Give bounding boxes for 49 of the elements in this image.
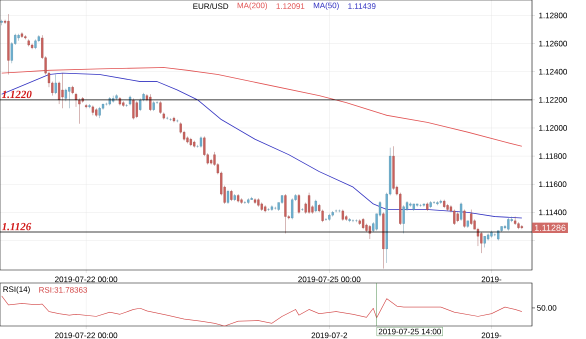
candlestick	[230, 190, 233, 202]
candlestick	[54, 74, 57, 94]
ref-line-label: 1.1220	[2, 90, 32, 98]
candlestick	[321, 209, 324, 222]
candlestick	[61, 72, 64, 108]
candlestick	[136, 101, 138, 118]
candlestick	[68, 86, 70, 108]
line-series	[1, 67, 522, 147]
candlestick	[92, 105, 94, 116]
candlestick	[226, 190, 230, 204]
candlestick	[284, 194, 287, 234]
candlestick	[291, 198, 294, 220]
candlestick	[149, 94, 152, 112]
candlestick	[484, 236, 486, 248]
candlestick	[298, 194, 300, 214]
candlestick	[368, 224, 372, 240]
candlestick	[456, 212, 459, 222]
candlestick	[436, 200, 439, 206]
candlestick	[244, 200, 246, 204]
candlestick	[338, 209, 341, 213]
candlestick	[402, 205, 405, 234]
candlestick	[132, 98, 135, 120]
candlestick	[463, 209, 466, 228]
line-series	[1, 72, 522, 218]
candlestick	[308, 192, 310, 214]
candlestick	[267, 208, 270, 212]
candlestick	[342, 209, 344, 221]
candlestick	[507, 218, 510, 231]
candlestick	[88, 104, 91, 108]
candlestick	[34, 39, 37, 50]
candlestick	[98, 106, 101, 118]
candlestick	[105, 102, 108, 106]
candlestick	[460, 202, 462, 221]
candlestick	[314, 199, 317, 213]
candlestick	[453, 209, 456, 226]
ref-line-label: 1.1126	[2, 222, 32, 230]
candlestick	[169, 118, 172, 122]
candlestick	[480, 232, 482, 254]
candlestick	[64, 88, 68, 102]
candlestick	[432, 200, 436, 204]
candlestick	[334, 209, 338, 213]
text: 1.11286	[534, 224, 566, 231]
candlestick	[200, 136, 202, 148]
candlestick	[176, 119, 178, 123]
candlestick	[172, 116, 176, 123]
candlestick	[301, 208, 304, 212]
candlestick	[152, 101, 155, 112]
candlestick	[362, 218, 364, 230]
candlestick	[470, 209, 472, 226]
